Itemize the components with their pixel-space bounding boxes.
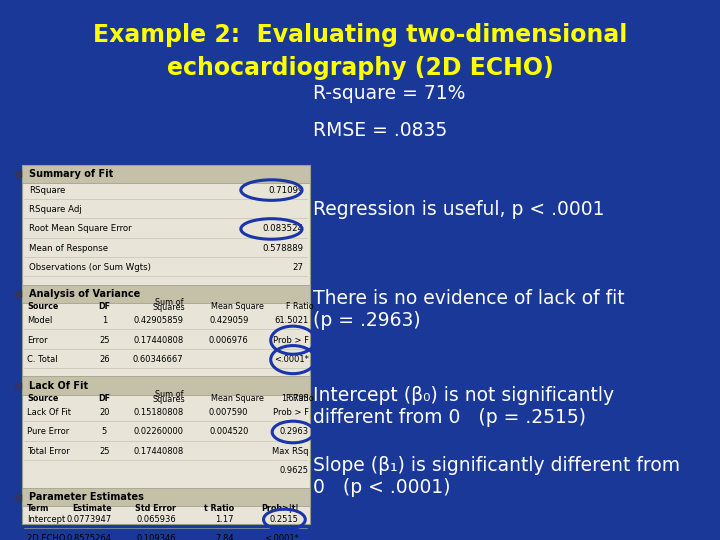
Text: 0.007590: 0.007590 — [209, 408, 248, 417]
Text: 27: 27 — [293, 264, 304, 272]
Text: Example 2:  Evaluating two-dimensional: Example 2: Evaluating two-dimensional — [93, 23, 627, 47]
Text: 0.8575264: 0.8575264 — [66, 535, 112, 540]
Text: Mean of Response: Mean of Response — [29, 244, 108, 253]
Text: <.0001*: <.0001* — [274, 355, 309, 364]
Text: Mean Square: Mean Square — [211, 394, 264, 403]
Text: 0.9625: 0.9625 — [280, 467, 309, 475]
Text: F Ratio: F Ratio — [287, 394, 314, 403]
Text: Parameter Estimates: Parameter Estimates — [29, 492, 144, 502]
Text: 0.065936: 0.065936 — [137, 515, 176, 524]
Text: Pure Error: Pure Error — [27, 428, 70, 436]
Text: 0.006976: 0.006976 — [209, 336, 248, 345]
Text: Analysis of Variance: Analysis of Variance — [29, 289, 140, 299]
Text: 2D ECHO: 2D ECHO — [27, 535, 66, 540]
Text: Total Error: Total Error — [27, 447, 70, 456]
Text: 0.004520: 0.004520 — [209, 428, 248, 436]
Text: Squares: Squares — [153, 303, 186, 312]
Text: Sum of: Sum of — [155, 298, 184, 307]
Text: RSquare Adj: RSquare Adj — [29, 205, 81, 214]
Text: 26: 26 — [99, 355, 109, 364]
Text: There is no evidence of lack of fit
(p = .2963): There is no evidence of lack of fit (p =… — [313, 289, 625, 330]
Text: 0.109346: 0.109346 — [137, 535, 176, 540]
Text: Mean Square: Mean Square — [211, 302, 264, 311]
Text: Sum of: Sum of — [155, 390, 184, 399]
Text: Slope (β₁) is significantly different from
0   (p < .0001): Slope (β₁) is significantly different fr… — [313, 456, 680, 497]
Text: Intercept (β₀) is not significantly
different from 0   (p = .2515): Intercept (β₀) is not significantly diff… — [313, 386, 614, 427]
Text: 0.0773947: 0.0773947 — [66, 515, 112, 524]
Text: 0.60346667: 0.60346667 — [133, 355, 184, 364]
FancyBboxPatch shape — [22, 165, 310, 524]
Text: RSquare: RSquare — [29, 186, 66, 194]
Text: Term: Term — [27, 504, 50, 513]
Text: Prob > F: Prob > F — [273, 336, 309, 345]
Text: Prob>|t|: Prob>|t| — [261, 504, 299, 513]
FancyBboxPatch shape — [22, 165, 310, 183]
Text: 20: 20 — [99, 408, 109, 417]
Text: C. Total: C. Total — [27, 355, 58, 364]
Text: 1: 1 — [102, 316, 107, 325]
Text: Intercept: Intercept — [27, 515, 66, 524]
Text: 0.15180808: 0.15180808 — [133, 408, 184, 417]
Text: DF: DF — [99, 394, 110, 403]
Text: echocardiography (2D ECHO): echocardiography (2D ECHO) — [166, 56, 554, 79]
Text: 0.17440808: 0.17440808 — [133, 336, 184, 345]
Text: 25: 25 — [99, 336, 109, 345]
Text: Root Mean Square Error: Root Mean Square Error — [29, 225, 132, 233]
Text: R-square = 71%: R-square = 71% — [313, 84, 466, 103]
Text: Lack Of Fit: Lack Of Fit — [29, 381, 88, 390]
Text: 0.578889: 0.578889 — [263, 244, 304, 253]
Text: 0.71099: 0.71099 — [269, 186, 304, 194]
Text: 7.84: 7.84 — [215, 535, 234, 540]
Text: Prob > F: Prob > F — [273, 408, 309, 417]
Text: t Ratio: t Ratio — [204, 504, 234, 513]
Text: 0.17440808: 0.17440808 — [133, 447, 184, 456]
Text: RMSE = .0835: RMSE = .0835 — [313, 122, 447, 140]
Text: 25: 25 — [99, 447, 109, 456]
Text: DF: DF — [99, 302, 110, 311]
Text: Estimate: Estimate — [72, 504, 112, 513]
Text: 0.42905859: 0.42905859 — [134, 316, 184, 325]
Text: Observations (or Sum Wgts): Observations (or Sum Wgts) — [29, 264, 150, 272]
Text: Summary of Fit: Summary of Fit — [29, 169, 113, 179]
Text: Model: Model — [27, 316, 53, 325]
Text: 0.083524: 0.083524 — [263, 225, 304, 233]
Text: Regression is useful, p < .0001: Regression is useful, p < .0001 — [313, 200, 605, 219]
FancyBboxPatch shape — [22, 376, 310, 395]
Text: F Ratio: F Ratio — [287, 302, 314, 311]
Text: 5: 5 — [102, 428, 107, 436]
FancyBboxPatch shape — [22, 285, 310, 303]
Text: 0.2515: 0.2515 — [270, 515, 299, 524]
Text: 0.429059: 0.429059 — [209, 316, 248, 325]
Text: Source: Source — [27, 302, 59, 311]
Text: 1.17: 1.17 — [215, 515, 234, 524]
Text: 1.6793: 1.6793 — [281, 394, 309, 403]
Text: Std Error: Std Error — [135, 504, 176, 513]
Text: 61.5021: 61.5021 — [274, 316, 309, 325]
Text: Source: Source — [27, 394, 59, 403]
Text: <.0001*: <.0001* — [264, 535, 299, 540]
Text: Squares: Squares — [153, 395, 186, 403]
Text: Error: Error — [27, 336, 48, 345]
Text: Max RSq: Max RSq — [272, 447, 309, 456]
Text: Lack Of Fit: Lack Of Fit — [27, 408, 71, 417]
FancyBboxPatch shape — [22, 488, 310, 506]
Text: 0.02260000: 0.02260000 — [134, 428, 184, 436]
Text: 0.2963: 0.2963 — [280, 428, 309, 436]
